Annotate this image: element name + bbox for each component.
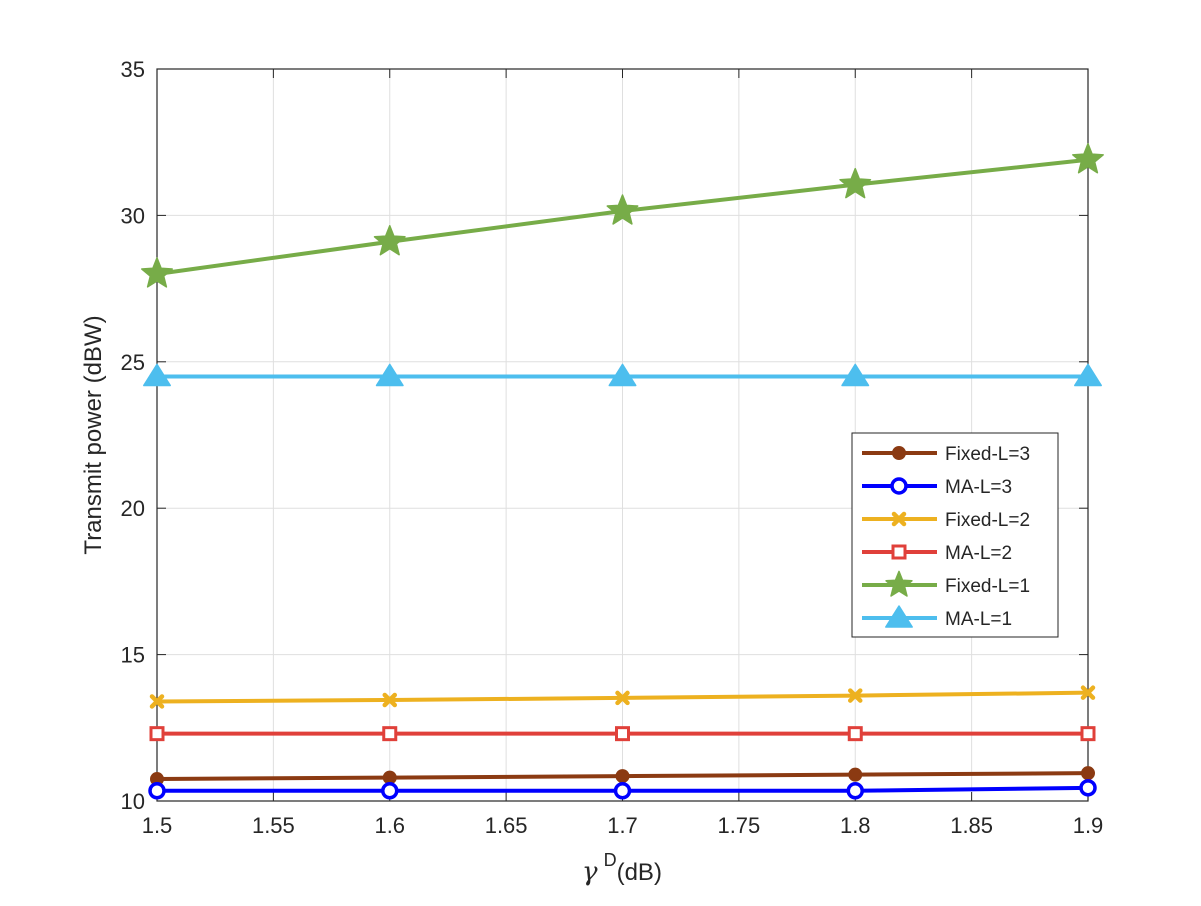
data-point [1080,685,1096,700]
data-point [1072,143,1104,174]
y-tick-label: 25 [121,350,145,375]
legend: Fixed-L=3 MA-L=3 Fixed-L=2 MA-L=2 Fixed-L=1 M… [851,432,1059,638]
legend-marker [892,446,906,460]
y-tick-label: 35 [121,57,145,82]
y-tick-label: 30 [121,203,145,228]
data-point-stroke [1080,685,1096,700]
y-tick-label: 15 [121,643,145,668]
series-fixed-l-3 [150,766,1095,787]
data-point-stroke [382,692,397,708]
legend-marker-stroke [891,511,907,527]
legend-entry: Fixed-L=1 [862,570,1030,597]
data-point-stroke [848,688,863,703]
data-point [149,694,165,709]
x-tick-label: 1.75 [717,813,760,838]
legend-marker [885,570,913,597]
x-tick-label: 1.65 [485,813,528,838]
legend-label: Fixed-L=2 [945,510,1030,531]
data-point [839,167,872,199]
legend-box [851,432,1059,638]
y-tick-label: 20 [121,496,145,521]
legend-marker [891,511,907,527]
data-point [615,690,630,706]
data-point [382,692,397,708]
data-point [848,688,863,703]
x-tick-label: 1.9 [1073,813,1104,838]
data-point [1081,766,1095,781]
data-point [373,225,406,256]
data-point [613,782,632,800]
legend-label: MA-L=2 [945,543,1012,564]
y-axis-label: Transmit power (dBW) [80,315,107,554]
series-fixed-l-2 [149,685,1096,709]
legend-entry: Fixed-L=3 [862,444,1030,465]
x-axis-label-symbol: γ [582,857,598,887]
legend-label: MA-L=3 [945,477,1012,498]
legend-marker [890,477,908,495]
y-tick-label: 10 [121,789,145,814]
x-tick-label: 1.85 [950,813,993,838]
legend-marker [885,605,913,628]
data-point-stroke [149,694,165,709]
data-point [1074,363,1102,387]
x-axis-label-unit: (dB) [617,859,662,886]
data-point [382,726,398,742]
x-axis-label-superscript: D [604,850,617,870]
data-point [148,782,166,800]
data-point [608,363,637,387]
x-axis-label: γ D(dB) [582,850,662,887]
legend-entry: MA-L=1 [862,605,1012,630]
legend-entry: MA-L=3 [862,477,1012,498]
series-ma-l-2 [149,726,1096,742]
data-point [375,363,404,387]
ticks: 1.5 1.55 1.6 1.65 1.7 1.75 1.8 1.85 1.9 10 15 20 25 3… [121,57,1104,838]
legend-label: Fixed-L=1 [945,576,1030,597]
series-ma-l-3 [148,779,1097,800]
data-point [841,363,870,387]
data-point [149,726,165,742]
x-tick-label: 1.6 [374,813,405,838]
series-fixed-l-1 [141,143,1104,288]
data-point-stroke [615,690,630,706]
data-point [1080,726,1096,742]
legend-entry: MA-L=2 [862,543,1012,564]
x-tick-label: 1.55 [252,813,295,838]
x-tick-label: 1.5 [142,813,173,838]
data-point [1079,779,1097,797]
data-point [381,782,399,800]
series-layer [141,143,1104,800]
legend-label: Fixed-L=3 [945,444,1030,465]
legend-marker [891,544,907,560]
data-point [141,257,173,288]
x-tick-label: 1.7 [607,813,638,838]
data-point [848,767,863,782]
data-point [143,363,171,387]
data-point [606,194,639,225]
x-tick-label: 1.8 [840,813,871,838]
data-point [846,782,864,800]
data-point [615,769,630,784]
data-point [847,726,863,742]
data-point [382,770,397,785]
legend-label: MA-L=1 [945,609,1012,630]
data-point [615,726,630,742]
legend-entry: Fixed-L=2 [862,510,1030,531]
series-ma-l-1 [143,363,1102,387]
